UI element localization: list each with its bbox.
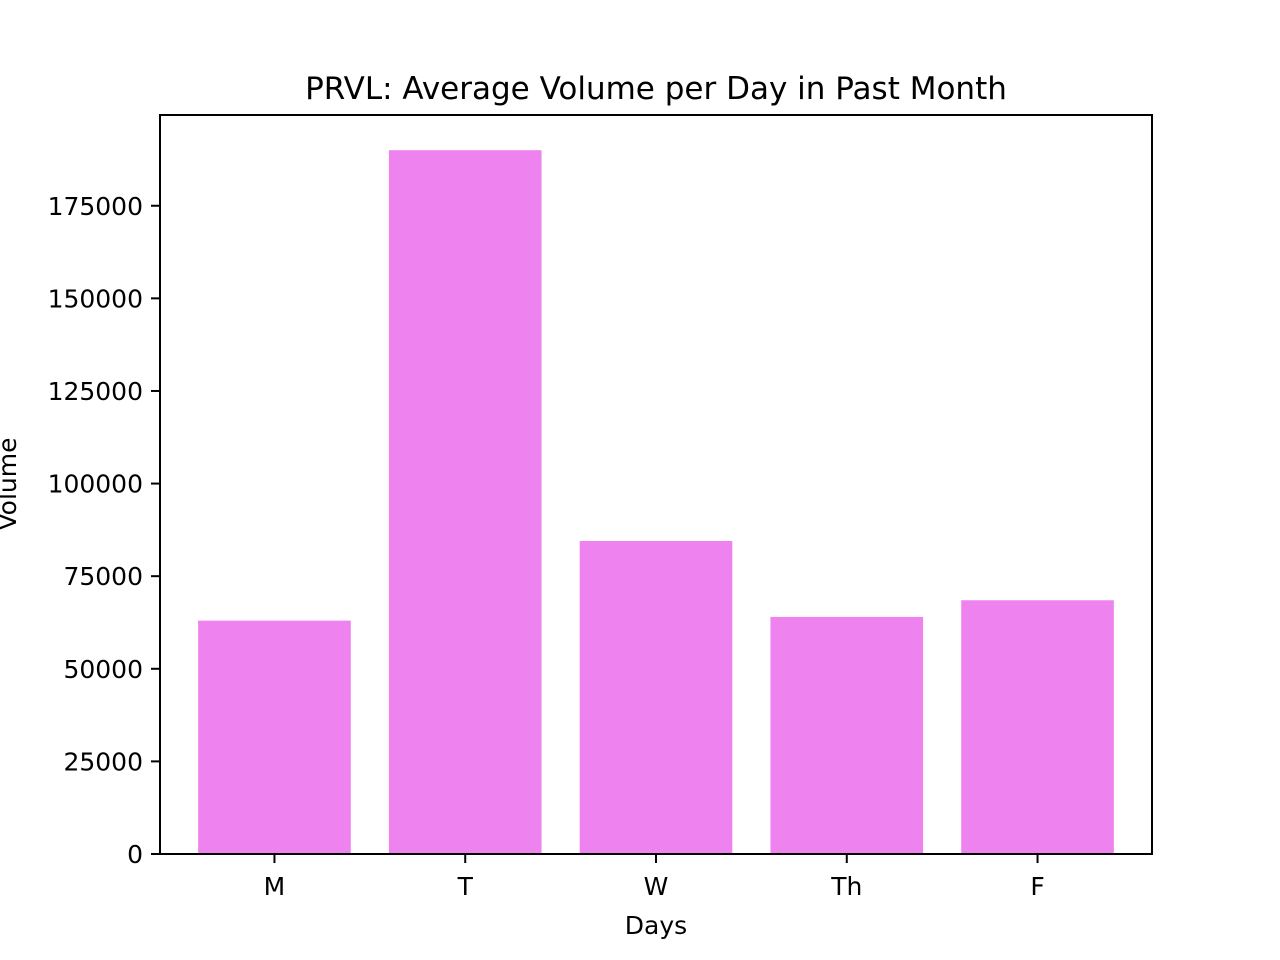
y-tick-label-100000: 100000 [48, 470, 143, 499]
bar-m [198, 620, 351, 854]
y-tick-label-0: 0 [127, 840, 143, 869]
x-axis-ticks: M T W Th F [264, 854, 1045, 901]
x-tick-label-f: F [1030, 872, 1044, 901]
y-tick-label-150000: 150000 [48, 284, 143, 313]
bar-th [770, 616, 924, 854]
x-tick-label-m: M [264, 872, 286, 901]
y-axis-label: Volume [0, 438, 22, 531]
plot-frame [159, 114, 1153, 855]
bar-w [579, 540, 733, 854]
y-tick-label-75000: 75000 [63, 562, 143, 591]
y-tick-label-25000: 25000 [63, 747, 143, 776]
x-axis-label: Days [625, 911, 687, 940]
y-axis-ticks: 0 25000 50000 75000 100000 125000 150000 175000 [48, 192, 160, 869]
bars-group [198, 150, 1114, 854]
y-tick-label-125000: 125000 [48, 377, 143, 406]
bar-f [961, 600, 1114, 854]
y-tick-label-50000: 50000 [63, 655, 143, 684]
chart-title: PRVL: Average Volume per Day in Past Mon… [305, 71, 1007, 107]
x-tick-label-t: T [457, 872, 474, 901]
x-tick-label-th: Th [830, 872, 862, 901]
x-tick-label-w: W [644, 872, 669, 901]
y-tick-label-175000: 175000 [48, 192, 143, 221]
bar-t [388, 150, 542, 854]
